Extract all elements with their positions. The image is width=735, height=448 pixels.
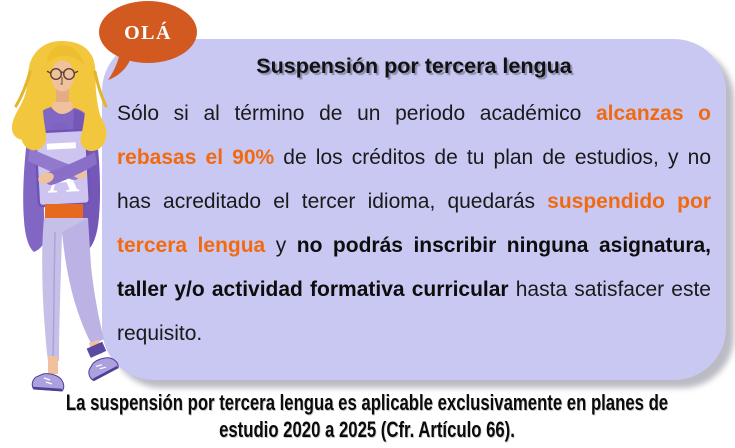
body-segment-highlight: alcanzas o rebasas el 90% [117, 102, 711, 169]
info-panel: Suspensión por tercera lengua Sólo si al… [102, 39, 726, 380]
body-segment: Sólo si al término de un periodo académi… [117, 102, 596, 125]
body-segment: hasta satisfacer este requisito. [117, 278, 711, 345]
body-segment: de los créditos de tu plan de estudios, … [117, 146, 711, 213]
nose-line [60, 77, 63, 85]
advisor-hand [38, 172, 54, 184]
panel-title: Suspensión por tercera lengua [256, 54, 572, 78]
advisor-waistband [45, 204, 83, 219]
advisor-glasses-icon [46, 67, 79, 80]
advisor-arms [28, 148, 97, 185]
panel-body: Sólo si al término de un periodo académi… [117, 92, 711, 356]
footer-note: La suspensión por tercera lengua es apli… [65, 390, 669, 442]
bubble-label: OLÁ [124, 21, 172, 44]
badge-bar [46, 142, 76, 150]
advisor-hair-locks [20, 96, 107, 152]
body-segment-highlight: suspendido por tercera lengua [117, 190, 711, 257]
advisor-illustration: A [11, 41, 119, 392]
body-segment: y [265, 234, 297, 257]
advisor-fringe [47, 45, 84, 65]
body-segment-bold: no podrás inscribir ninguna asignatura, … [117, 234, 711, 301]
advisor-legs [42, 218, 107, 374]
advisor-shoes-icon [31, 357, 119, 392]
advisor-ankle [48, 356, 58, 374]
advisor-legging-cuff [86, 341, 107, 358]
speech-bubble-shape [99, 1, 197, 63]
speech-bubble: OLÁ [99, 1, 197, 80]
